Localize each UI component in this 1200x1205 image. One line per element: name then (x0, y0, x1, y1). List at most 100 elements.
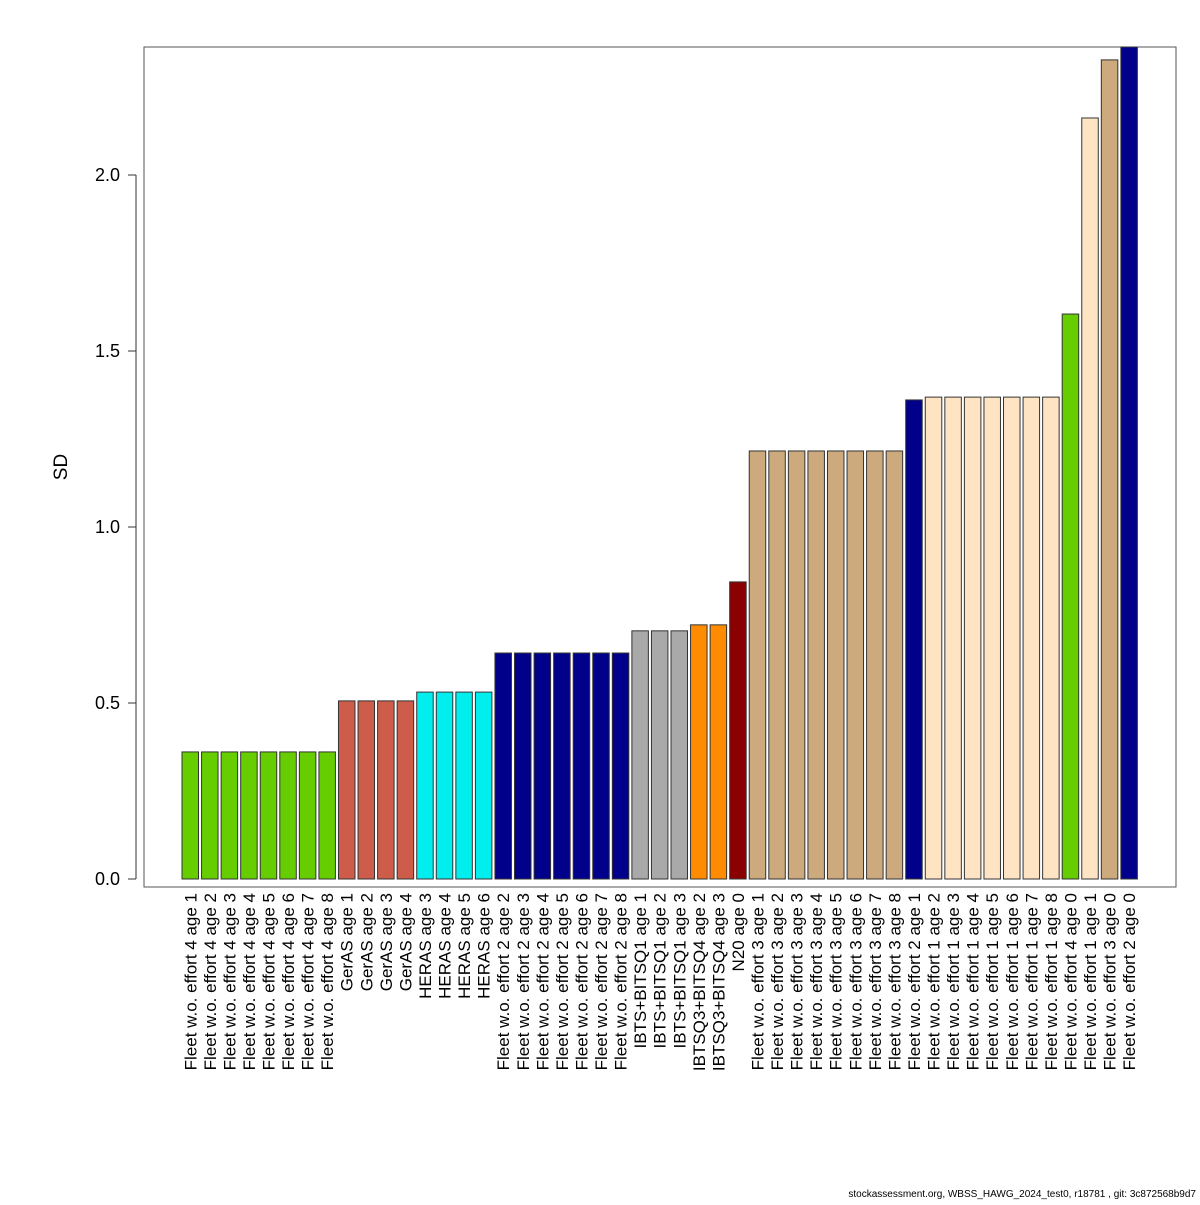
x-tick-label: Fleet w.o. effort 2 age 2 (494, 893, 513, 1070)
bar (1100, 59, 1119, 880)
bar (279, 751, 297, 880)
bar (905, 399, 923, 880)
bar (377, 700, 395, 880)
bar (787, 450, 806, 880)
bar (455, 691, 473, 880)
x-tick-label: GerAS age 3 (377, 893, 396, 991)
x-tick-label: Fleet w.o. effort 1 age 7 (1022, 893, 1041, 1070)
bar (944, 396, 962, 880)
bar (220, 751, 239, 880)
x-tick-label: Fleet w.o. effort 2 age 6 (572, 893, 591, 1070)
bar (435, 691, 454, 880)
x-tick-label: Fleet w.o. effort 2 age 0 (1120, 893, 1139, 1070)
x-tick-label: Fleet w.o. effort 4 age 0 (1061, 893, 1080, 1070)
x-tick-label: Fleet w.o. effort 1 age 4 (964, 893, 983, 1070)
bar (533, 652, 552, 880)
x-tick-label: Fleet w.o. effort 3 age 2 (768, 893, 787, 1070)
footer-text: stockassessment.org, WBSS_HAWG_2024_test… (848, 1189, 1196, 1200)
bar (924, 396, 943, 880)
x-tick-label: Fleet w.o. effort 1 age 5 (983, 893, 1002, 1070)
bar (1042, 396, 1060, 880)
y-axis: 0.0 0.5 1.0 1.5 2.0 (95, 165, 137, 889)
x-tick-label: Fleet w.o. effort 1 age 3 (944, 893, 963, 1070)
x-tick-label: Fleet w.o. effort 4 age 8 (318, 893, 337, 1070)
x-tick-label: Fleet w.o. effort 1 age 1 (1081, 893, 1100, 1070)
x-tick-label: HERAS age 3 (416, 893, 435, 999)
bar (846, 450, 865, 880)
x-tick-label: Fleet w.o. effort 2 age 5 (553, 893, 572, 1070)
x-tick-label: Fleet w.o. effort 3 age 6 (846, 893, 865, 1070)
bar (826, 450, 845, 880)
bar (1061, 313, 1080, 880)
x-tick-label: Fleet w.o. effort 1 age 8 (1042, 893, 1061, 1070)
x-tick-label: IBTSQ3+BITSQ4 age 3 (709, 893, 728, 1071)
bar (416, 691, 434, 880)
x-tick-label: Fleet w.o. effort 3 age 0 (1101, 893, 1120, 1070)
bar (181, 751, 199, 880)
x-tick-label: Fleet w.o. effort 4 age 4 (240, 893, 259, 1070)
bar (357, 700, 376, 880)
bar (670, 630, 688, 880)
bar (1081, 117, 1099, 880)
bar (553, 652, 571, 880)
bar (885, 450, 904, 880)
bar (631, 630, 649, 880)
x-tick-label: HERAS age 5 (455, 893, 474, 999)
x-tick-label: HERAS age 6 (475, 893, 494, 999)
x-tick-label: IBTS+BITSQ1 age 2 (651, 893, 670, 1048)
x-tick-label: GerAS age 1 (338, 893, 357, 991)
x-tick-label: Fleet w.o. effort 4 age 3 (220, 893, 239, 1070)
bar (494, 652, 512, 880)
bar (650, 630, 669, 880)
bar (396, 700, 415, 880)
x-tick-label: Fleet w.o. effort 3 age 5 (827, 893, 846, 1070)
bar (318, 751, 336, 880)
bar (709, 624, 728, 880)
bar (983, 396, 1001, 880)
bar (1120, 46, 1138, 880)
x-tick-labels: Fleet w.o. effort 4 age 1 Fleet w.o. effo… (181, 893, 1139, 1071)
bar (963, 396, 982, 880)
bars (181, 46, 1138, 880)
x-tick-label: IBTS+BITSQ1 age 3 (670, 893, 689, 1048)
x-tick-label: HERAS age 4 (436, 893, 455, 999)
x-tick-label: Fleet w.o. effort 3 age 4 (807, 893, 826, 1070)
bar (337, 700, 356, 880)
bar (768, 450, 786, 880)
x-tick-label: Fleet w.o. effort 3 age 3 (788, 893, 807, 1070)
bar (201, 751, 219, 880)
x-tick-label: Fleet w.o. effort 2 age 8 (612, 893, 631, 1070)
bar (572, 652, 591, 880)
bar (866, 450, 884, 880)
x-tick-label: N20 age 0 (729, 893, 748, 971)
bar (748, 450, 767, 880)
bar (259, 751, 278, 880)
x-tick-label: GerAS age 4 (396, 893, 415, 991)
plot-box (143, 46, 1177, 888)
y-tick-label: 1.0 (95, 517, 120, 537)
x-tick-label: Fleet w.o. effort 2 age 4 (533, 893, 552, 1070)
bar (474, 691, 493, 880)
x-tick-label: IBTS+BITSQ1 age 1 (631, 893, 650, 1048)
bar (1022, 396, 1041, 880)
bar (298, 751, 317, 880)
x-tick-label: Fleet w.o. effort 4 age 1 (181, 893, 200, 1070)
y-tick-label: 0.0 (95, 869, 120, 889)
x-tick-label: Fleet w.o. effort 2 age 7 (592, 893, 611, 1070)
x-tick-label: Fleet w.o. effort 2 age 3 (514, 893, 533, 1070)
bar (592, 652, 610, 880)
x-tick-label: IBTSQ3+BITSQ4 age 2 (690, 893, 709, 1071)
bar (514, 652, 532, 880)
x-tick-label: Fleet w.o. effort 3 age 7 (866, 893, 885, 1070)
x-tick-label: Fleet w.o. effort 3 age 1 (748, 893, 767, 1070)
bar (1003, 396, 1021, 880)
bar (611, 652, 630, 880)
x-tick-label: Fleet w.o. effort 4 age 5 (259, 893, 278, 1070)
y-axis-label: SD (51, 454, 72, 480)
x-tick-label: Fleet w.o. effort 1 age 6 (1003, 893, 1022, 1070)
bar (807, 450, 825, 880)
x-tick-label: Fleet w.o. effort 1 age 2 (925, 893, 944, 1070)
x-tick-label: GerAS age 2 (357, 893, 376, 991)
y-tick-label: 1.5 (95, 341, 120, 361)
